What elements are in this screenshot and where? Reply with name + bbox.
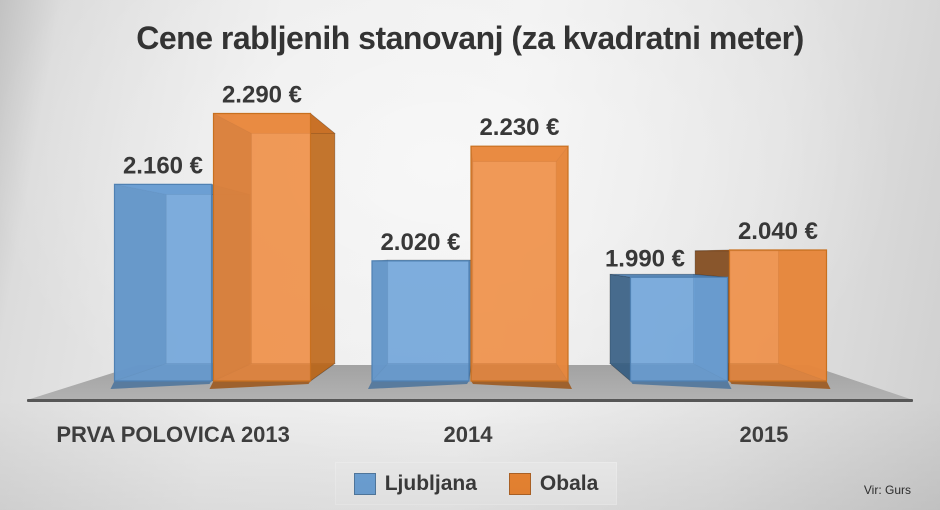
bar-ljubljana-1-base-shadow [368,381,469,389]
legend-label-obala: Obala [539,471,599,495]
value-label-ljubljana-0: 2.160 € [123,152,203,179]
bar-ljubljana-0-base-shadow [110,381,212,389]
legend-label-ljubljana: Ljubljana [384,471,477,495]
category-label-1: 2014 [443,422,493,447]
bar-obala-1-front-face [470,145,569,382]
source-note: Vir: Gurs [863,483,911,497]
bar-obala-2-front-face [728,249,828,382]
value-label-ljubljana-2: 1.990 € [605,245,685,272]
bar-ljubljana-2-base-shadow [630,381,732,389]
legend: Ljubljana Obala [335,462,617,505]
bar-obala-0-right-face [310,112,336,382]
category-label-2: 2015 [739,422,788,447]
value-label-obala-0: 2.290 € [222,81,302,108]
category-axis-line [27,399,913,402]
bar-ljubljana-0-front-face [113,183,213,382]
category-label-0: PRVA POLOVICA 2013 [56,422,290,447]
bar-ljubljana-2-front-face [629,276,729,382]
legend-item-obala: Obala [508,471,599,496]
bar-obala-0-base-shadow [209,381,311,389]
bar-ljubljana-2-left-face [609,273,631,382]
bar-ljubljana-1-front-face [371,260,470,382]
legend-swatch-obala [508,472,531,495]
legend-swatch-ljubljana [353,472,376,495]
bar-obala-0-front-face [212,112,312,382]
bar-obala-2-base-shadow [729,381,831,389]
value-label-ljubljana-1: 2.020 € [380,229,460,256]
value-label-obala-2: 2.040 € [738,218,818,245]
chart-title: Cene rabljenih stanovanj (za kvadratni m… [136,20,804,56]
bar-obala-1-base-shadow [471,381,572,389]
value-label-obala-1: 2.230 € [479,114,559,141]
legend-item-ljubljana: Ljubljana [353,471,477,496]
